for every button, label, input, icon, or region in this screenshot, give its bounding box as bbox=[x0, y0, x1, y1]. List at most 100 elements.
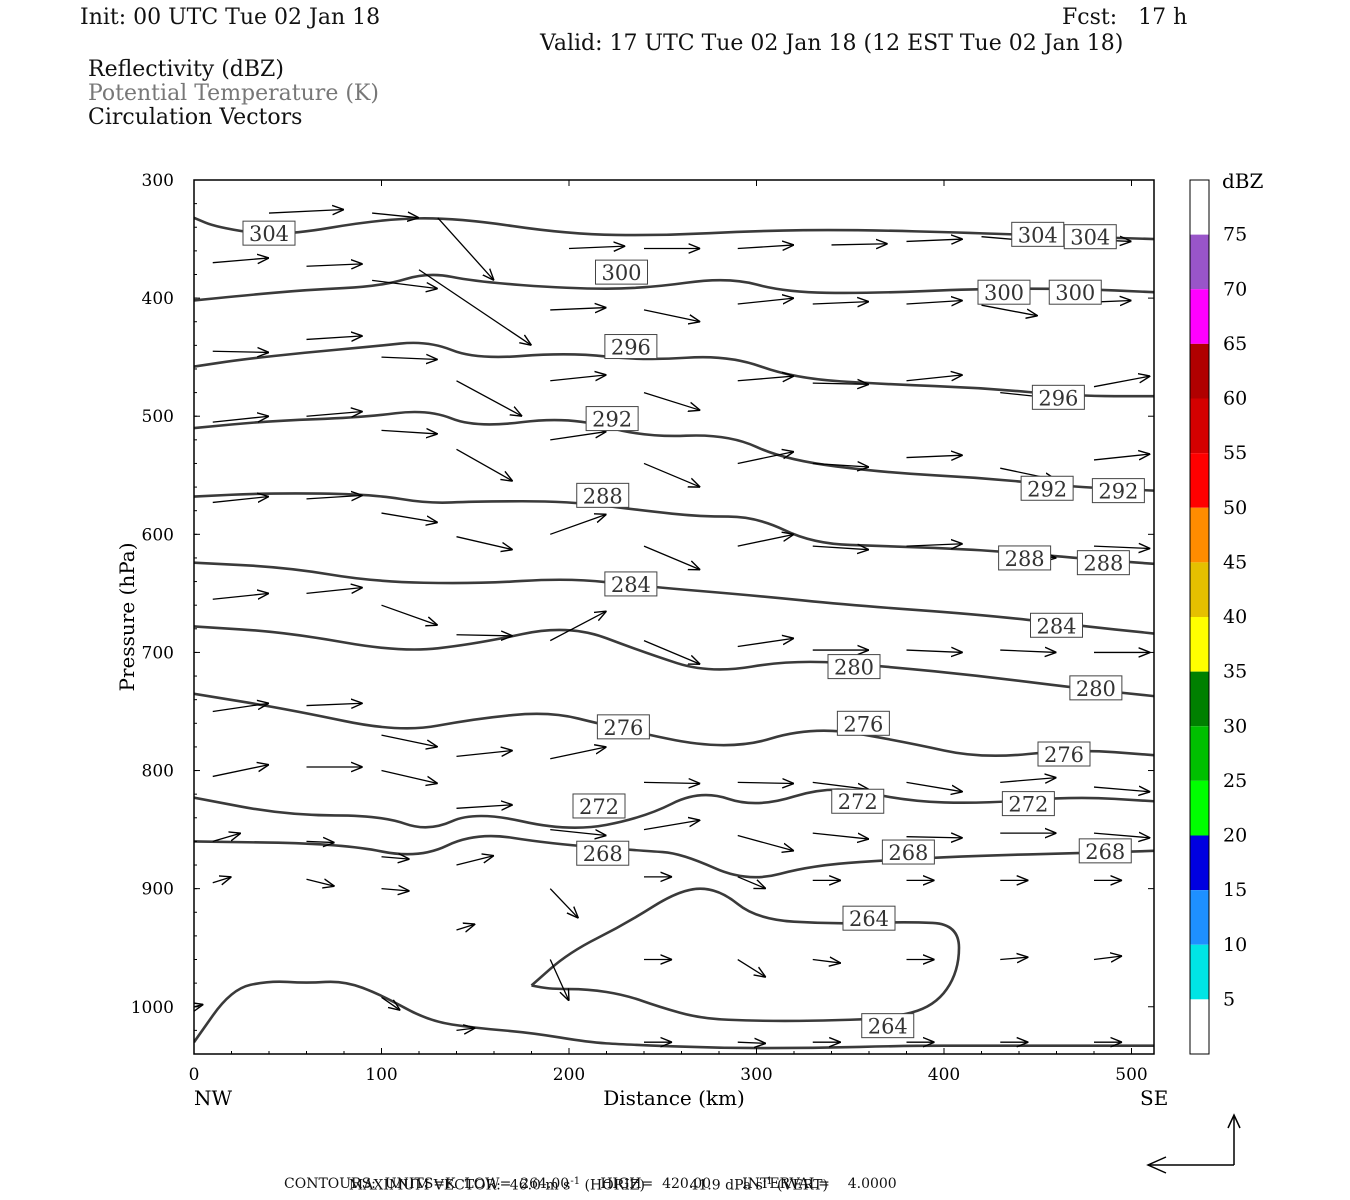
circulation-vector bbox=[381, 604, 438, 625]
circulation-vector bbox=[643, 462, 700, 487]
contour-label-box bbox=[576, 482, 630, 508]
circulation-vector bbox=[306, 587, 363, 595]
circulation-vector bbox=[812, 463, 869, 467]
colorbar-label: 20 bbox=[1223, 825, 1247, 847]
circulation-vector bbox=[812, 781, 869, 789]
contour-label-292: 292 bbox=[1098, 480, 1138, 504]
contour-label-box bbox=[836, 710, 890, 736]
contour-label-300: 300 bbox=[984, 281, 1024, 305]
colorbar-segment bbox=[1190, 726, 1209, 781]
theta-contour-296 bbox=[194, 341, 1154, 398]
reference-vector-icon bbox=[1146, 1113, 1241, 1174]
contour-label-box bbox=[1011, 221, 1065, 247]
circulation-vector bbox=[1093, 833, 1150, 838]
contour-label-284: 284 bbox=[611, 573, 651, 597]
vert-tag: (VERT) bbox=[777, 1177, 828, 1194]
circulation-vector bbox=[1000, 957, 1028, 959]
colorbar-segment bbox=[1190, 289, 1209, 344]
contour-label-box bbox=[977, 279, 1031, 305]
circulation-vector bbox=[212, 833, 241, 843]
contour-label-box bbox=[1063, 224, 1117, 250]
circulation-vector bbox=[381, 889, 410, 891]
circulation-vectors bbox=[194, 210, 1150, 1044]
circulation-vector bbox=[550, 432, 606, 441]
colorbar-segment bbox=[1190, 671, 1209, 727]
circulation-vector bbox=[456, 635, 513, 636]
circulation-vector bbox=[549, 888, 578, 919]
circulation-vector bbox=[456, 750, 513, 758]
legend-vectors: Circulation Vectors bbox=[88, 105, 303, 130]
circulation-vector bbox=[737, 534, 794, 547]
colorbar-label: 45 bbox=[1223, 551, 1247, 573]
circulation-vector bbox=[737, 452, 794, 465]
circulation-vector bbox=[306, 336, 363, 340]
theta-contour-276 bbox=[194, 692, 1154, 758]
contour-label-300: 300 bbox=[1055, 281, 1095, 305]
circulation-vector bbox=[906, 375, 963, 382]
circulation-vector bbox=[550, 308, 606, 310]
circulation-vector bbox=[381, 769, 438, 784]
circulation-vector bbox=[456, 805, 513, 809]
circulation-vector bbox=[212, 703, 269, 713]
colorbar-label: 30 bbox=[1223, 715, 1247, 737]
circulation-vector bbox=[212, 877, 232, 883]
contour-label-box bbox=[1048, 279, 1102, 305]
contour-label-268: 268 bbox=[888, 841, 928, 865]
circulation-vector bbox=[737, 245, 794, 249]
contour-label-box bbox=[572, 793, 626, 819]
colorbar-segment bbox=[1190, 944, 1209, 1000]
contour-label-box bbox=[1031, 384, 1085, 410]
contour-label-box bbox=[596, 714, 650, 740]
theta-contour-268 bbox=[194, 834, 1154, 879]
colorbar-segment bbox=[1190, 780, 1209, 836]
colorbar-segment bbox=[1190, 890, 1209, 945]
contour-label-box bbox=[1078, 838, 1132, 864]
circulation-vector bbox=[737, 1042, 766, 1043]
y-axis-label: Pressure (hPa) bbox=[115, 543, 139, 692]
contour-label-280: 280 bbox=[1076, 677, 1116, 701]
contour-label-292: 292 bbox=[1027, 477, 1067, 501]
circulation-vector bbox=[306, 841, 335, 842]
circulation-vector bbox=[549, 611, 606, 642]
vert-exp: -1 bbox=[762, 1176, 773, 1187]
circulation-vector bbox=[381, 512, 438, 522]
contour-label-box bbox=[604, 334, 658, 360]
y-tick-label: 600 bbox=[142, 525, 174, 545]
circulation-vector bbox=[1093, 454, 1150, 461]
circulation-vector bbox=[906, 650, 963, 652]
contour-label-box bbox=[595, 259, 648, 285]
contour-label-272: 272 bbox=[838, 790, 878, 814]
colorbar-label: 10 bbox=[1223, 934, 1247, 956]
circulation-vector bbox=[381, 996, 401, 1010]
colorbar-title: dBZ bbox=[1222, 169, 1264, 193]
theta-contour-288 bbox=[194, 492, 1154, 566]
circulation-vector bbox=[550, 747, 606, 760]
theta-contour-284 bbox=[194, 561, 1154, 635]
nw-label: NW bbox=[194, 1086, 233, 1110]
contour-label-304: 304 bbox=[249, 222, 289, 246]
colorbar-label: 50 bbox=[1223, 497, 1247, 519]
contour-label-288: 288 bbox=[1005, 547, 1045, 571]
legend-theta: Potential Temperature (K) bbox=[88, 81, 379, 106]
circulation-vector bbox=[306, 411, 363, 416]
circulation-vector bbox=[550, 514, 606, 535]
circulation-vector bbox=[1093, 956, 1122, 960]
colorbar-segment bbox=[1190, 562, 1209, 617]
y-tick-label: 800 bbox=[142, 762, 174, 782]
circulation-vector bbox=[643, 309, 700, 322]
circulation-vector bbox=[212, 258, 269, 263]
y-tick-label: 900 bbox=[142, 880, 174, 900]
contour-label-box bbox=[1001, 791, 1055, 817]
y-tick-label: 400 bbox=[142, 289, 174, 309]
theta-contour-300 bbox=[194, 273, 1154, 302]
circulation-vector bbox=[372, 279, 438, 288]
x-tick-label: 400 bbox=[928, 1065, 960, 1085]
contour-label-276: 276 bbox=[1044, 743, 1084, 767]
colorbar-label: 60 bbox=[1223, 388, 1247, 410]
circulation-vector bbox=[456, 536, 513, 550]
contour-label-272: 272 bbox=[579, 795, 619, 819]
colorbar-label: 5 bbox=[1223, 988, 1235, 1010]
horiz-tag: (HORIZ) bbox=[584, 1177, 645, 1194]
circulation-vector bbox=[212, 765, 269, 778]
